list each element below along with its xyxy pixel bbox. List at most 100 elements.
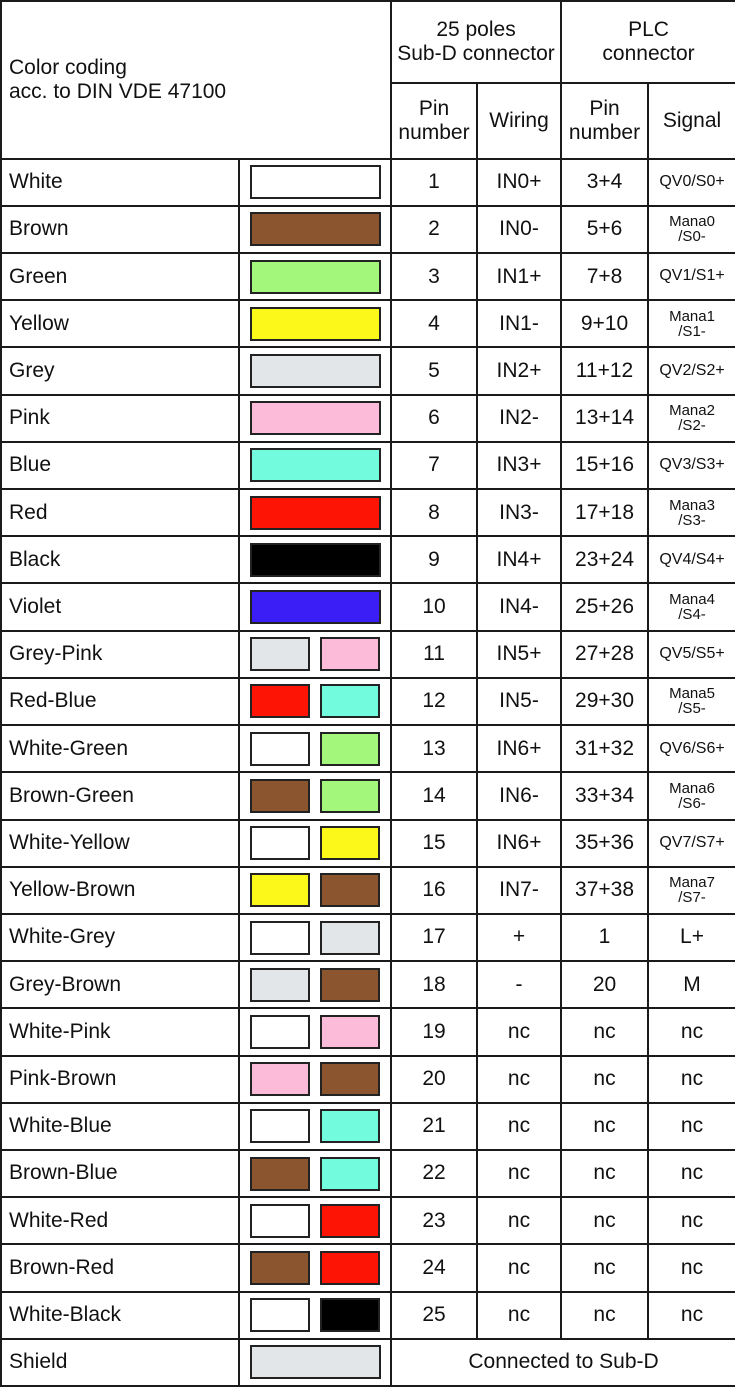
color-swatch <box>250 1014 310 1049</box>
plc-pin-cell: 15+16 <box>560 440 650 491</box>
pin-number-cell: 15 <box>390 818 479 868</box>
plc-pin-cell: 5+6 <box>560 204 650 255</box>
plc-pin-line-1: Pin <box>589 96 620 120</box>
table-row: Brown-Blue 22 nc nc nc <box>0 1148 735 1199</box>
pin-number-cell: 9 <box>390 535 479 585</box>
plc-pin-cell: 13+14 <box>560 393 650 443</box>
signal-line: /S4- <box>678 606 706 624</box>
wiring-cell: nc <box>476 1101 563 1151</box>
swatch-cell <box>237 1148 393 1199</box>
signal-cell: QV1/S1+ <box>647 252 735 302</box>
signal-cell: nc <box>647 1148 735 1199</box>
subd-line-1: 25 poles <box>436 18 516 42</box>
color-swatch <box>249 212 381 247</box>
pin-number-cell: 7 <box>390 440 479 491</box>
color-swatch <box>320 967 380 1002</box>
color-name: Brown-Blue <box>0 1148 240 1199</box>
table-row: White-Black 25 nc nc nc <box>0 1290 735 1340</box>
wiring-cell: IN2+ <box>476 346 563 396</box>
header-line-2: acc. to DIN VDE 47100 <box>9 79 227 103</box>
plc-pin-cell: nc <box>560 1243 650 1293</box>
signal-line: Mana6 <box>669 779 715 797</box>
swatch-cell <box>237 771 393 821</box>
color-swatch <box>320 684 380 719</box>
color-swatch <box>250 637 310 672</box>
signal-cell: QV5/S5+ <box>647 629 735 679</box>
signal-line: Mana4 <box>669 591 715 609</box>
color-swatch <box>250 1250 310 1285</box>
swatch-cell <box>237 724 393 774</box>
color-swatch <box>250 1203 310 1238</box>
pin-number-cell: 24 <box>390 1243 479 1293</box>
table-row: Yellow 4 IN1- 9+10 Mana1/S1- <box>0 299 735 349</box>
color-name: Blue <box>0 440 240 491</box>
pin-number-cell: 16 <box>390 865 479 915</box>
signal-cell: Mana1/S1- <box>647 299 735 349</box>
wiring-cell: IN6+ <box>476 818 563 868</box>
wiring-cell: IN4- <box>476 582 563 632</box>
plc-pin-cell: 23+24 <box>560 535 650 585</box>
plc-pin-cell: 35+36 <box>560 818 650 868</box>
table-row: Brown-Green 14 IN6- 33+34 Mana6/S6- <box>0 771 735 821</box>
signal-line: Mana3 <box>669 496 715 514</box>
wiring-cell: IN0+ <box>476 157 563 207</box>
pin-number-cell: 3 <box>390 252 479 302</box>
wiring-header: Wiring <box>476 82 563 160</box>
color-name: White <box>0 157 240 207</box>
color-name: Violet <box>0 582 240 632</box>
swatch-cell <box>237 912 393 963</box>
plc-line-2: connector <box>602 42 695 66</box>
pin-number-cell: 20 <box>390 1054 479 1104</box>
pin-number-cell: 2 <box>390 204 479 255</box>
swatch-cell <box>237 1054 393 1104</box>
swatch-cell <box>237 157 393 207</box>
wiring-cell: IN5- <box>476 676 563 727</box>
plc-pin-cell: nc <box>560 1148 650 1199</box>
wiring-cell: IN6+ <box>476 724 563 774</box>
signal-cell: nc <box>647 1243 735 1293</box>
color-name: Brown-Green <box>0 771 240 821</box>
signal-cell: Mana7/S7- <box>647 865 735 915</box>
swatch-cell <box>237 960 393 1010</box>
table-row: Black 9 IN4+ 23+24 QV4/S4+ <box>0 535 735 585</box>
color-swatch <box>249 259 381 294</box>
wiring-cell: IN4+ <box>476 535 563 585</box>
plc-pin-line-2: number <box>568 121 641 144</box>
table-row: Green 3 IN1+ 7+8 QV1/S1+ <box>0 252 735 302</box>
color-name: White-Black <box>0 1290 240 1340</box>
color-name: Brown-Red <box>0 1243 240 1293</box>
color-name: Green <box>0 252 240 302</box>
table-row: Grey 5 IN2+ 11+12 QV2/S2+ <box>0 346 735 396</box>
wiring-cell: nc <box>476 1007 563 1057</box>
color-swatch <box>320 731 380 766</box>
signal-cell: nc <box>647 1101 735 1151</box>
color-swatch <box>320 637 380 672</box>
plc-pin-cell: nc <box>560 1007 650 1057</box>
swatch-cell <box>237 1101 393 1151</box>
plc-pin-cell: nc <box>560 1101 650 1151</box>
color-name: White-Grey <box>0 912 240 963</box>
wiring-cell: IN3+ <box>476 440 563 491</box>
pin-number-cell: 23 <box>390 1196 479 1246</box>
table-row: White-Grey 17 +1 L+ <box>0 912 735 963</box>
signal-line: Mana7 <box>669 874 715 892</box>
pin-number-cell: 25 <box>390 1290 479 1340</box>
table-row: White-Pink 19 nc nc nc <box>0 1007 735 1057</box>
pin-number-cell: 11 <box>390 629 479 679</box>
color-swatch <box>250 873 310 908</box>
color-swatch <box>250 967 310 1002</box>
wiring-cell: IN1- <box>476 299 563 349</box>
wiring-cell: nc <box>476 1290 563 1340</box>
swatch-cell <box>237 204 393 255</box>
color-swatch <box>250 920 310 955</box>
pin-number-cell: 5 <box>390 346 479 396</box>
pin-number-cell: 21 <box>390 1101 479 1151</box>
signal-cell: nc <box>647 1007 735 1057</box>
signal-line: /S7- <box>678 889 706 907</box>
color-swatch <box>320 920 380 955</box>
pin-number-cell: 8 <box>390 488 479 538</box>
signal-cell: Mana6/S6- <box>647 771 735 821</box>
swatch-cell <box>237 299 393 349</box>
table-row: Grey-Brown 18-20 M <box>0 960 735 1010</box>
